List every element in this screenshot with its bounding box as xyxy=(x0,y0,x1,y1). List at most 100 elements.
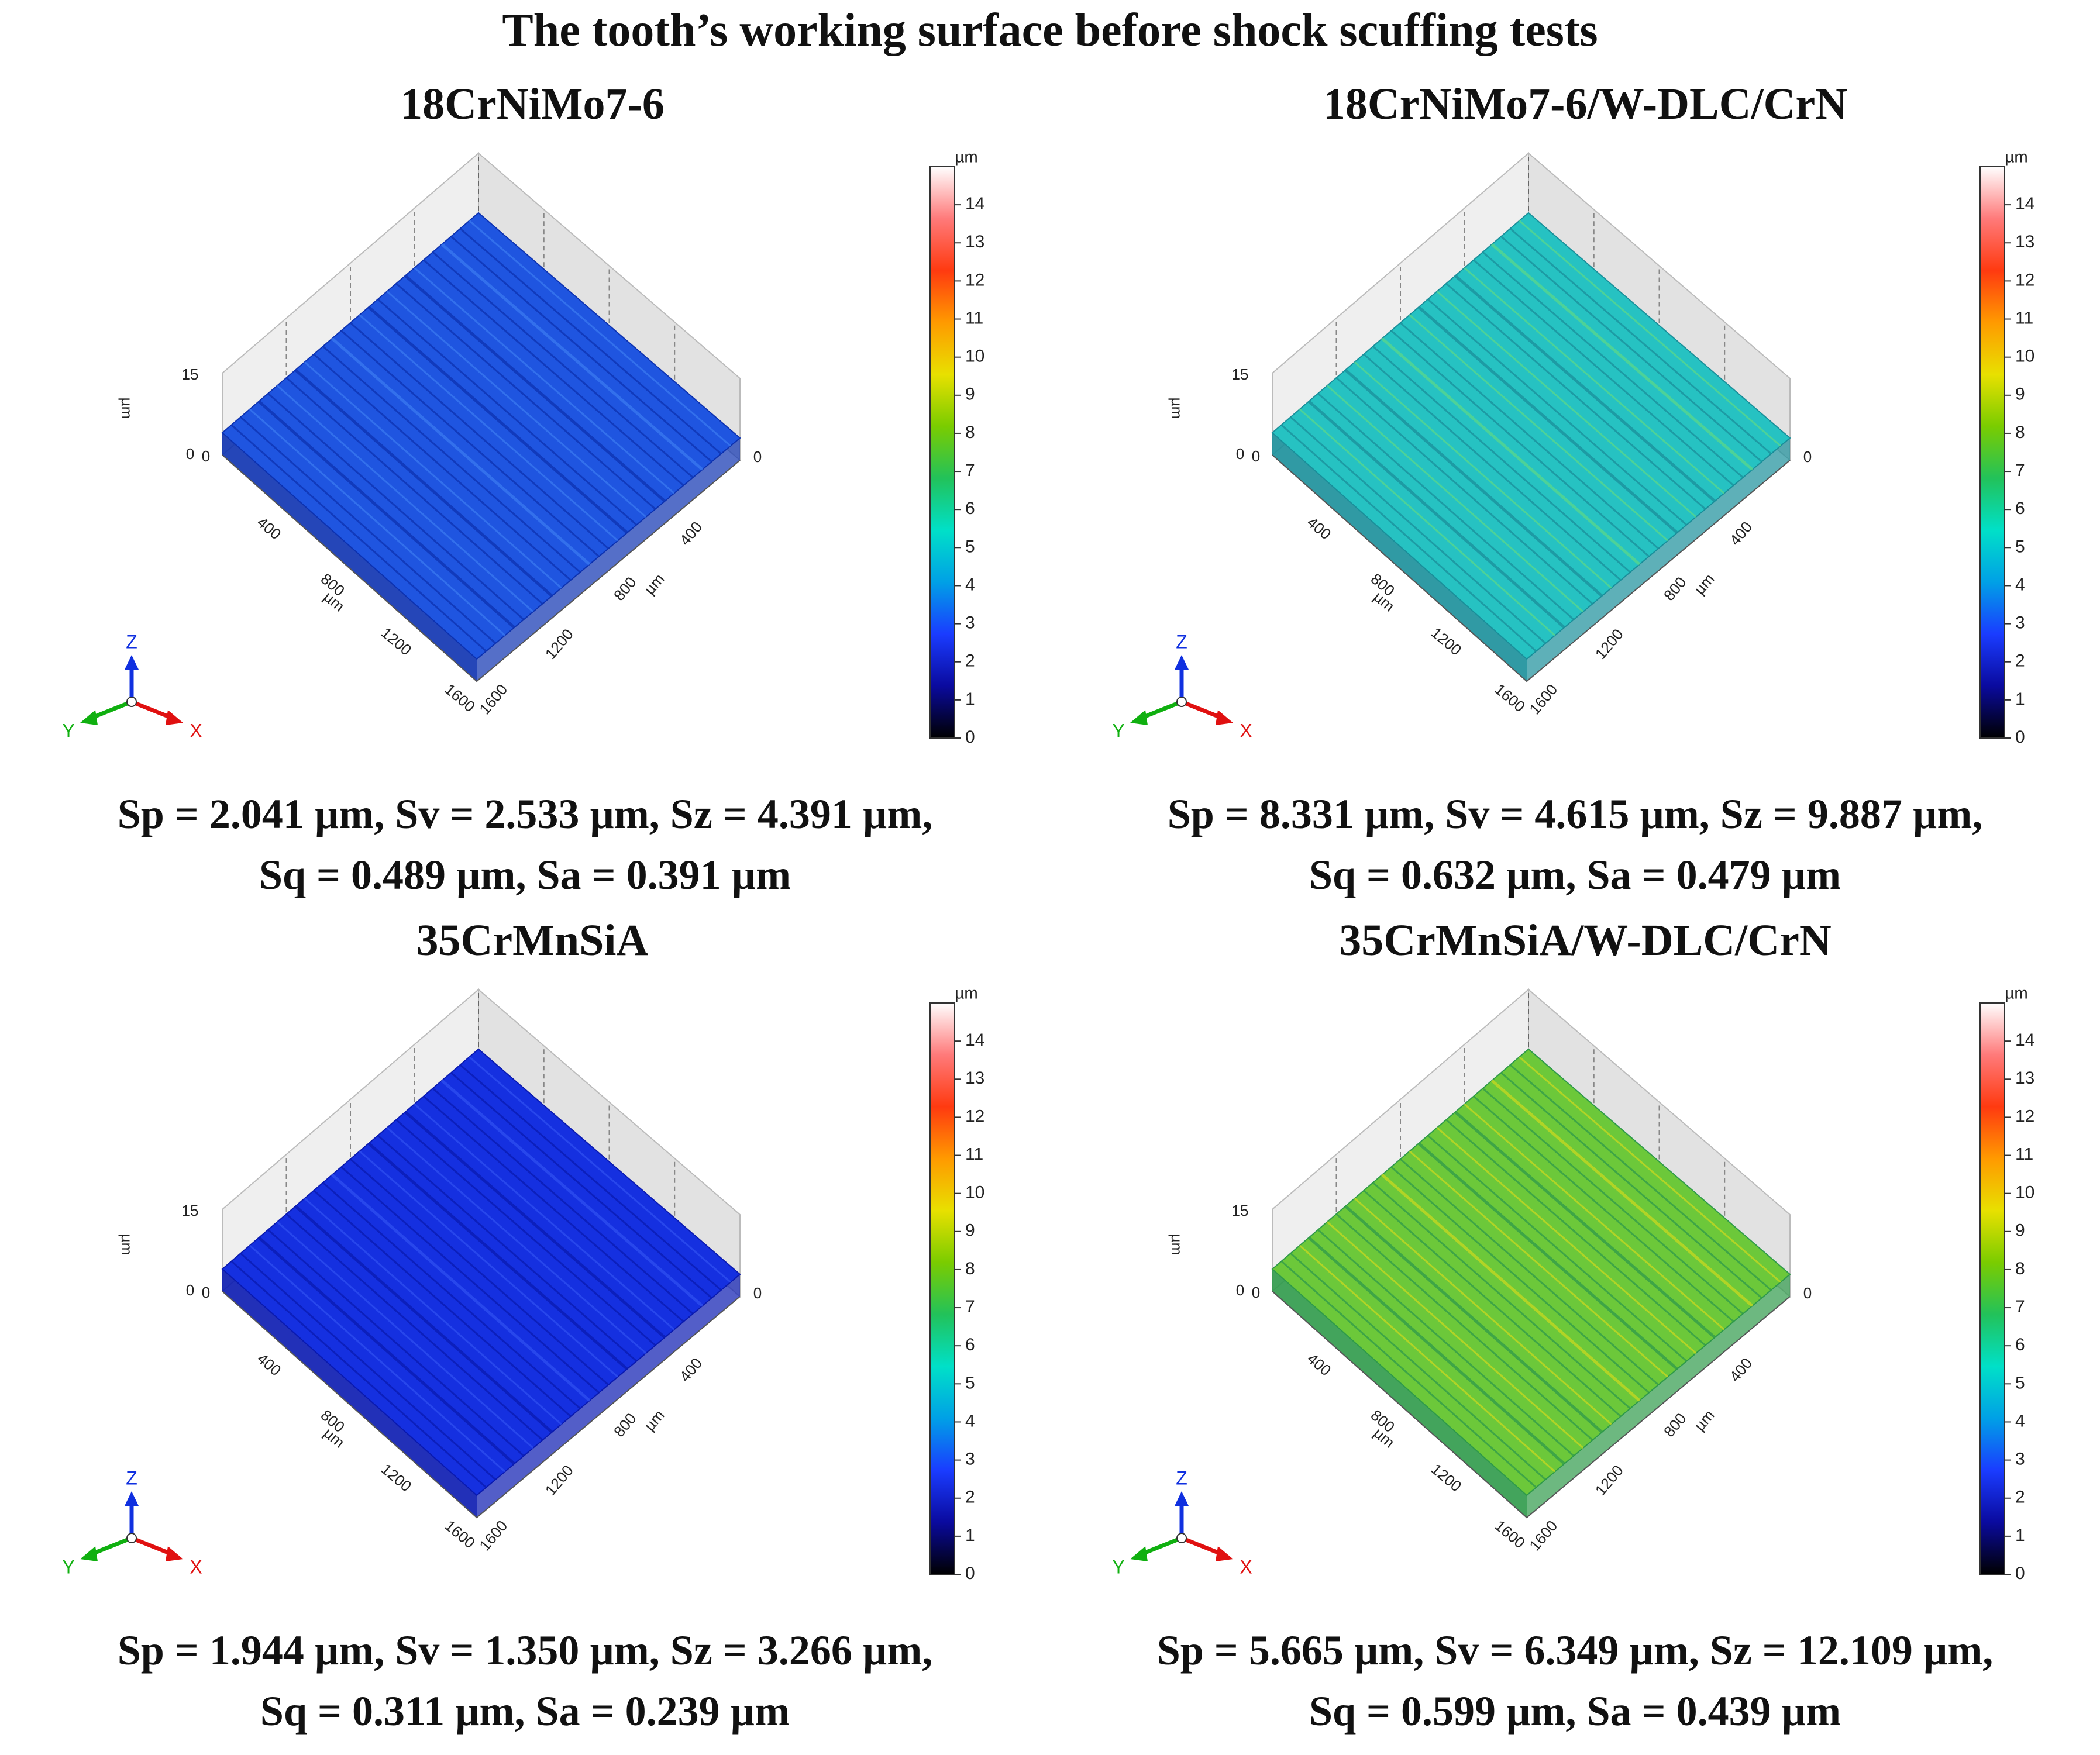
colorbar-tick-label: 3 xyxy=(2015,613,2025,633)
surface-stripe xyxy=(1344,368,1603,597)
right-axis-unit: µm xyxy=(1691,570,1718,598)
colorbar-tick-label: 2 xyxy=(965,1488,975,1507)
left-tick-label: 1200 xyxy=(378,624,415,659)
z-max-label: 15 xyxy=(182,1202,199,1219)
left-tick-label: 400 xyxy=(254,513,285,543)
z-max-label: 15 xyxy=(1232,1202,1249,1219)
surface-stripe xyxy=(414,267,675,494)
x-origin-label: 0 xyxy=(753,1284,762,1302)
surface-stripe xyxy=(359,314,619,542)
panel-title-18crnimo: 18CrNiMo7-6 xyxy=(400,80,665,129)
left-axis-unit: µm xyxy=(1371,1424,1398,1451)
left-tick-label: 1200 xyxy=(378,1460,415,1495)
colorbar-tick-label: 6 xyxy=(965,499,975,518)
surface-stripe xyxy=(1354,1198,1612,1425)
x-origin-label: 0 xyxy=(1803,1284,1812,1302)
surface-stripe xyxy=(1417,1142,1678,1370)
surface-stripe xyxy=(432,251,694,478)
surface-plot-35crmnsia-coated: 150 0 0µm40080012001600µm40080012001600µmZ… xyxy=(1112,984,2034,1583)
right-tick-label: 400 xyxy=(1726,518,1755,549)
surface-stripe xyxy=(1290,416,1547,644)
z-max-label: 15 xyxy=(1232,366,1249,383)
triad-y-label: Y xyxy=(1112,1556,1124,1577)
colorbar-tick-label: 12 xyxy=(2015,270,2034,289)
right-tick-label: 1200 xyxy=(1592,625,1627,663)
surface-stripe xyxy=(350,322,609,550)
colorbar-tick-label: 14 xyxy=(2015,1030,2034,1050)
surface-stripe xyxy=(469,1056,731,1283)
colorbar-tick-label: 8 xyxy=(2015,1259,2025,1278)
colorbar-tick-label: 2 xyxy=(2015,1488,2025,1507)
surface-stripe xyxy=(1519,1056,1781,1283)
base-edge xyxy=(1272,1291,1791,1519)
surface-stripe xyxy=(1464,267,1725,494)
surface-stripe xyxy=(1381,1173,1641,1402)
right-tick-label: 1200 xyxy=(1592,1461,1627,1499)
left-tick-label: 400 xyxy=(254,1350,285,1380)
colorbar-tick-label: 11 xyxy=(965,308,983,327)
stats-18crnimo-coated: Sp = 8.331 µm, Sv = 4.615 µm, Sz = 9.887… xyxy=(1050,784,2100,906)
y-origin-label: 0 xyxy=(1252,1284,1260,1301)
surface-stripe xyxy=(240,1253,497,1481)
colorbar-tick-label: 9 xyxy=(965,1221,975,1240)
colorbar-tick-label: 9 xyxy=(2015,1221,2025,1240)
surface-stripe xyxy=(1344,1205,1603,1433)
figure-title: The tooth’s working surface before shock… xyxy=(502,5,1598,56)
colorbar-tick-label: 3 xyxy=(2015,1450,2025,1469)
colorbar-tick-label: 4 xyxy=(965,1411,975,1430)
stats-line-1: Sp = 1.944 µm, Sv = 1.350 µm, Sz = 3.266… xyxy=(117,1627,933,1674)
surface-stripe xyxy=(1500,1072,1762,1299)
colorbar-tick-label: 1 xyxy=(965,689,975,709)
colorbar-unit-label: µm xyxy=(2005,147,2027,165)
x-origin-label: 0 xyxy=(1803,448,1812,466)
surface-stripe xyxy=(1299,1244,1556,1473)
left-tick-label: 400 xyxy=(1304,1350,1335,1380)
right-tick-label: 400 xyxy=(1726,1354,1755,1385)
colorbar-tick-label: 9 xyxy=(2015,385,2025,404)
colorbar-unit-label: µm xyxy=(955,984,977,1002)
colorbar-tick-label: 6 xyxy=(965,1335,975,1354)
surface-stripe xyxy=(359,1150,619,1378)
surface-stripe xyxy=(1436,1127,1697,1354)
left-tick-label: 400 xyxy=(1304,513,1335,543)
surface-stripe xyxy=(1464,1103,1725,1330)
surface-stripe xyxy=(304,361,562,589)
surface-stripe xyxy=(1509,1064,1772,1291)
right-tick-label: 1600 xyxy=(476,681,511,718)
colorbar-tick-label: 11 xyxy=(2015,308,2033,327)
colorbar-tick-label: 8 xyxy=(2015,423,2025,442)
colorbar-unit-label: µm xyxy=(2005,984,2027,1002)
triad-y-arrow xyxy=(1130,1546,1148,1561)
surface-stripe xyxy=(267,1229,525,1457)
left-axis-unit: µm xyxy=(321,1424,348,1451)
surface-stripe xyxy=(450,1072,712,1299)
surface-stripe xyxy=(1390,330,1650,557)
colorbar-tick-label: 6 xyxy=(2015,499,2025,518)
triad-origin xyxy=(1176,697,1187,707)
surface-stripe xyxy=(1427,298,1688,526)
surface-plot-18crnimo: 150 0 0µm40080012001600µm40080012001600µmZ… xyxy=(62,147,984,747)
colorbar-tick-label: 10 xyxy=(2015,347,2034,366)
colorbar-tick-label: 13 xyxy=(2015,232,2034,251)
surface-stripe xyxy=(367,306,628,534)
surface-stripe xyxy=(322,346,581,573)
colorbar-tick-label: 0 xyxy=(2015,1564,2025,1583)
right-tick-label: 1200 xyxy=(542,1461,577,1499)
surface-stripe xyxy=(313,1189,572,1418)
colorbar-tick-label: 1 xyxy=(965,1526,975,1545)
colorbar-tick-label: 4 xyxy=(965,575,975,594)
surface-stripe xyxy=(1363,1189,1622,1418)
z-unit-label: µm xyxy=(118,1234,136,1256)
stats-line-2: Sq = 0.599 µm, Sa = 0.439 µm xyxy=(1309,1688,1841,1735)
surface-stripe xyxy=(1335,1213,1593,1441)
triad-y-label: Y xyxy=(62,1556,74,1577)
surface-stripe xyxy=(459,227,722,455)
colorbar-tick-label: 3 xyxy=(965,613,975,633)
surface-stripe xyxy=(1307,400,1565,629)
z-min-label: 0 xyxy=(1236,1281,1244,1299)
surface-stripe xyxy=(1482,251,1744,478)
colorbar-tick-label: 10 xyxy=(2015,1183,2034,1202)
surface-stripe xyxy=(1354,361,1612,589)
surface-stripe xyxy=(395,282,656,510)
